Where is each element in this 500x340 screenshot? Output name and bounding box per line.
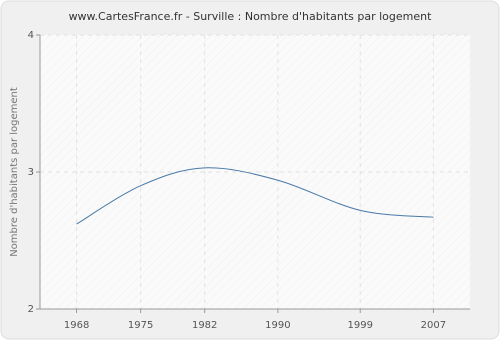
x-tick-label: 2007 <box>421 320 446 331</box>
plot-area <box>40 35 470 309</box>
x-tick-label: 1999 <box>347 320 372 331</box>
y-tick-label: 2 <box>28 304 34 315</box>
data-line <box>76 167 434 225</box>
x-tick-label: 1975 <box>128 320 153 331</box>
x-tick-label: 1968 <box>64 320 89 331</box>
x-tick-label: 1982 <box>192 320 217 331</box>
y-axis-label: Nombre d'habitants par logement <box>9 87 20 257</box>
y-tick-label: 3 <box>28 167 34 178</box>
y-tick-label: 4 <box>28 30 34 41</box>
chart-title: www.CartesFrance.fr - Surville : Nombre … <box>69 10 433 23</box>
x-tick-label: 1990 <box>265 320 290 331</box>
